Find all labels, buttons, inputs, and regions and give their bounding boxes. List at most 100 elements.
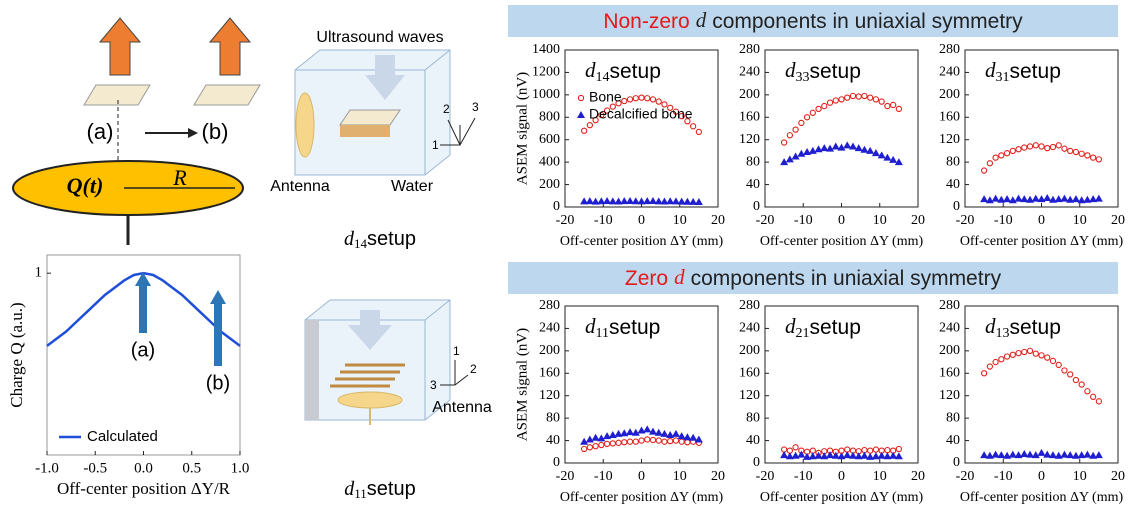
x-tick-label: -20: [756, 213, 775, 228]
y-axis-label: ASEM signal (nV): [514, 72, 530, 185]
triangle-marker: [1094, 194, 1103, 202]
y-tick-label: 120: [539, 388, 560, 403]
title-subscript: 31: [996, 70, 1010, 85]
x-tick-label: 10: [1073, 213, 1087, 228]
circle-marker: [998, 356, 1005, 363]
circle-marker: [1055, 142, 1062, 149]
triangle-marker: [689, 197, 698, 205]
triangle-marker: [883, 153, 892, 161]
header-symbol: d: [674, 265, 685, 289]
triangle-marker: [585, 197, 594, 205]
y-tick-label: 120: [739, 132, 760, 147]
triangle-marker: [683, 433, 692, 441]
circle-marker: [684, 118, 691, 125]
y-axis-label: ASEM signal (nV): [514, 328, 530, 441]
triangle-marker: [843, 141, 852, 149]
circle-marker: [786, 132, 794, 139]
y-tick-label: 200: [939, 343, 960, 358]
y-tick-label: 240: [939, 65, 960, 80]
y-tick-label: 1: [35, 265, 43, 281]
triangle-marker: [597, 197, 606, 205]
x-axis-label: Off-center position ΔY (mm): [960, 234, 1124, 249]
triangle-marker: [1094, 451, 1103, 459]
x-tick-label: -10: [994, 213, 1013, 228]
header-lead: Non-zero: [603, 10, 689, 33]
legend-label: Decalcified bone: [589, 106, 693, 122]
y-tick-label: 80: [746, 410, 760, 425]
circle-marker: [1038, 143, 1045, 150]
y-tick-label: 200: [539, 343, 560, 358]
axis-label: 3: [472, 100, 479, 114]
triangle-marker: [660, 197, 669, 205]
triangle-marker: [1066, 195, 1075, 203]
triangle-marker: [848, 451, 857, 459]
circle-marker: [598, 441, 605, 449]
x-tick-label: -10: [794, 213, 813, 228]
x-tick-label: -10: [994, 469, 1013, 484]
setup-caption: d11setup: [344, 478, 415, 501]
circle-marker: [1032, 350, 1039, 357]
radius-label: R: [172, 165, 187, 190]
circle-marker: [1084, 152, 1091, 159]
triangle-marker: [1037, 195, 1046, 203]
y-tick-label: 200: [939, 87, 960, 102]
circle-marker: [678, 113, 685, 120]
triangle-marker: [877, 151, 886, 159]
triangle-marker: [883, 452, 892, 460]
panel-title: d21setup: [785, 314, 861, 341]
y-tick-label: 160: [739, 110, 760, 125]
triangle-marker: [877, 451, 886, 459]
triangle-marker: [791, 152, 800, 160]
triangle-marker: [631, 428, 640, 436]
circle-marker: [626, 438, 634, 445]
triangle-marker: [866, 452, 875, 460]
circle-marker: [1072, 376, 1080, 384]
circle-marker: [621, 439, 628, 446]
circle-marker: [667, 104, 674, 111]
triangle-marker: [580, 197, 589, 205]
circle-marker: [998, 152, 1005, 159]
circle-marker: [986, 160, 994, 167]
header-lead: Zero: [625, 267, 668, 290]
circle-marker: [889, 101, 897, 109]
triangle-marker: [785, 452, 794, 460]
triangle-marker: [626, 196, 635, 204]
title-symbol: d: [585, 58, 596, 82]
circle-marker: [1015, 146, 1022, 153]
triangle-marker: [671, 429, 680, 437]
y-tick-label: 160: [539, 366, 560, 381]
circle-marker: [592, 116, 599, 124]
triangle-marker: [603, 432, 612, 440]
circle-marker: [1026, 143, 1034, 150]
x-axis-label: Off-center position ΔY (mm): [560, 490, 724, 505]
panel-title: d11setup: [585, 314, 660, 341]
triangle-marker: [1020, 195, 1029, 203]
circle-marker: [867, 447, 874, 454]
circle-marker: [1049, 143, 1057, 151]
x-tick-label: -10: [594, 213, 613, 228]
left-diagram: (a) (b) Q(t) R: [12, 17, 261, 245]
circle-marker: [1095, 156, 1103, 163]
title-subscript: 33: [796, 70, 810, 85]
y-tick-label: 40: [946, 433, 960, 448]
triangle-marker: [1043, 450, 1052, 458]
triangle-marker: [580, 437, 589, 445]
circle-marker: [598, 111, 605, 119]
antenna-label: Antenna: [432, 399, 492, 416]
triangle-marker: [831, 451, 840, 459]
triangle-marker: [1048, 451, 1057, 459]
circle-marker: [838, 96, 845, 103]
triangle-marker: [677, 197, 686, 205]
circle-marker: [580, 445, 588, 453]
caption-symbol: d: [344, 228, 355, 250]
y-tick-label: 0: [753, 199, 760, 214]
triangle-marker: [1008, 450, 1017, 458]
triangle-marker: [591, 433, 600, 441]
circle-marker: [638, 437, 645, 444]
panel-title: d33setup: [785, 58, 861, 85]
y-tick-label: 80: [546, 410, 560, 425]
triangle-marker: [660, 429, 669, 437]
panel-title: d31setup: [985, 58, 1061, 85]
triangle-marker: [1037, 448, 1046, 456]
